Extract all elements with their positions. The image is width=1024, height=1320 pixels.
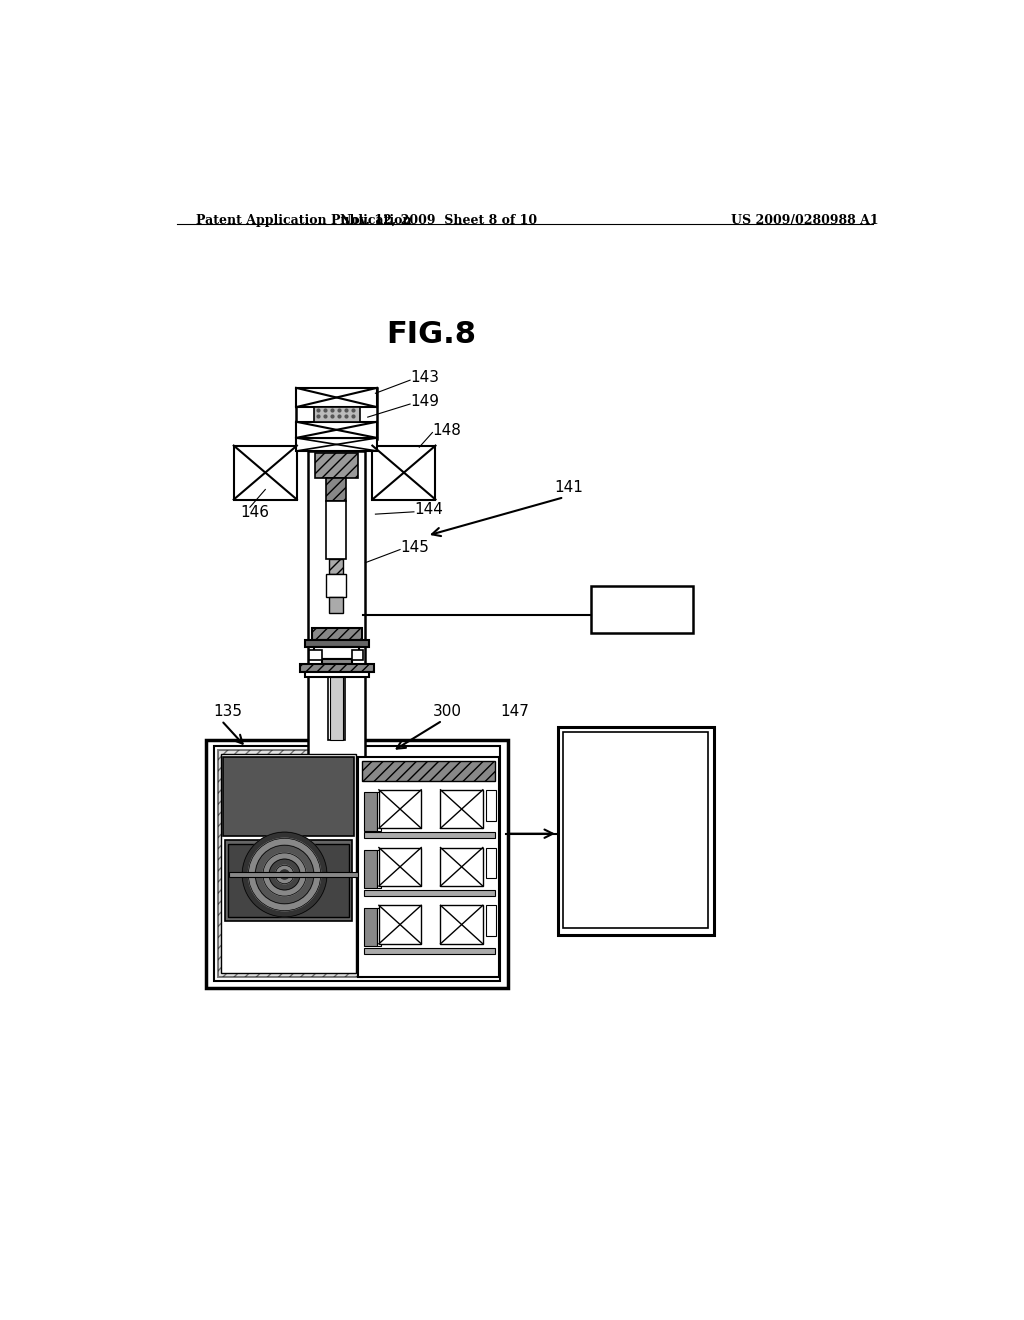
- Bar: [364, 832, 495, 838]
- Bar: [313, 647, 359, 659]
- Bar: [296, 388, 377, 440]
- Bar: [214, 746, 500, 981]
- Bar: [313, 407, 360, 422]
- Circle shape: [255, 845, 313, 904]
- Bar: [351, 649, 364, 660]
- Bar: [296, 422, 377, 438]
- Text: US 2009/0280988 A1: US 2009/0280988 A1: [731, 214, 879, 227]
- Bar: [379, 789, 421, 829]
- Bar: [206, 739, 508, 989]
- Bar: [300, 664, 374, 672]
- Bar: [217, 750, 361, 977]
- Circle shape: [263, 853, 306, 896]
- Bar: [326, 574, 346, 598]
- Bar: [304, 672, 370, 677]
- Bar: [221, 754, 356, 973]
- Bar: [227, 843, 349, 917]
- Text: 135: 135: [213, 704, 242, 719]
- Bar: [440, 847, 483, 886]
- Bar: [364, 948, 495, 954]
- Text: FIG.8: FIG.8: [386, 321, 476, 348]
- Bar: [373, 446, 435, 499]
- Bar: [364, 890, 495, 896]
- Bar: [326, 478, 346, 502]
- Bar: [377, 792, 381, 830]
- Text: 148: 148: [432, 422, 461, 438]
- Bar: [330, 597, 343, 612]
- Text: 145: 145: [400, 540, 429, 554]
- Bar: [440, 789, 483, 829]
- Bar: [591, 586, 692, 634]
- Circle shape: [249, 838, 321, 911]
- Bar: [364, 792, 377, 830]
- Bar: [296, 388, 377, 407]
- Bar: [330, 677, 343, 739]
- Bar: [309, 649, 322, 660]
- Text: 144: 144: [414, 502, 442, 517]
- Bar: [379, 906, 421, 944]
- Circle shape: [243, 832, 327, 917]
- Text: 300: 300: [433, 704, 462, 719]
- Bar: [377, 908, 381, 946]
- Circle shape: [280, 870, 289, 879]
- Bar: [312, 628, 361, 640]
- Bar: [296, 438, 377, 451]
- Bar: [364, 908, 377, 946]
- Bar: [330, 558, 343, 574]
- Bar: [307, 451, 366, 759]
- Text: 149: 149: [410, 395, 439, 409]
- Bar: [440, 906, 483, 944]
- Bar: [558, 726, 714, 935]
- Bar: [229, 873, 357, 876]
- Bar: [223, 758, 354, 836]
- Bar: [326, 502, 346, 558]
- Text: 147: 147: [500, 704, 529, 719]
- Bar: [361, 760, 495, 780]
- Bar: [485, 847, 497, 878]
- Bar: [357, 758, 499, 977]
- Text: 146: 146: [241, 506, 269, 520]
- Bar: [322, 659, 351, 667]
- Bar: [485, 789, 497, 821]
- Bar: [233, 446, 297, 499]
- Circle shape: [275, 866, 294, 884]
- Text: 141: 141: [554, 480, 583, 495]
- Text: 143: 143: [410, 371, 439, 385]
- Bar: [364, 850, 377, 888]
- Circle shape: [269, 859, 300, 890]
- Bar: [563, 733, 708, 928]
- Bar: [329, 677, 345, 739]
- Text: Patent Application Publication: Patent Application Publication: [196, 214, 412, 227]
- Bar: [485, 906, 497, 936]
- Bar: [304, 640, 370, 647]
- Bar: [377, 850, 381, 888]
- Bar: [315, 453, 357, 478]
- Bar: [225, 840, 351, 921]
- Text: Nov. 12, 2009  Sheet 8 of 10: Nov. 12, 2009 Sheet 8 of 10: [340, 214, 538, 227]
- Bar: [379, 847, 421, 886]
